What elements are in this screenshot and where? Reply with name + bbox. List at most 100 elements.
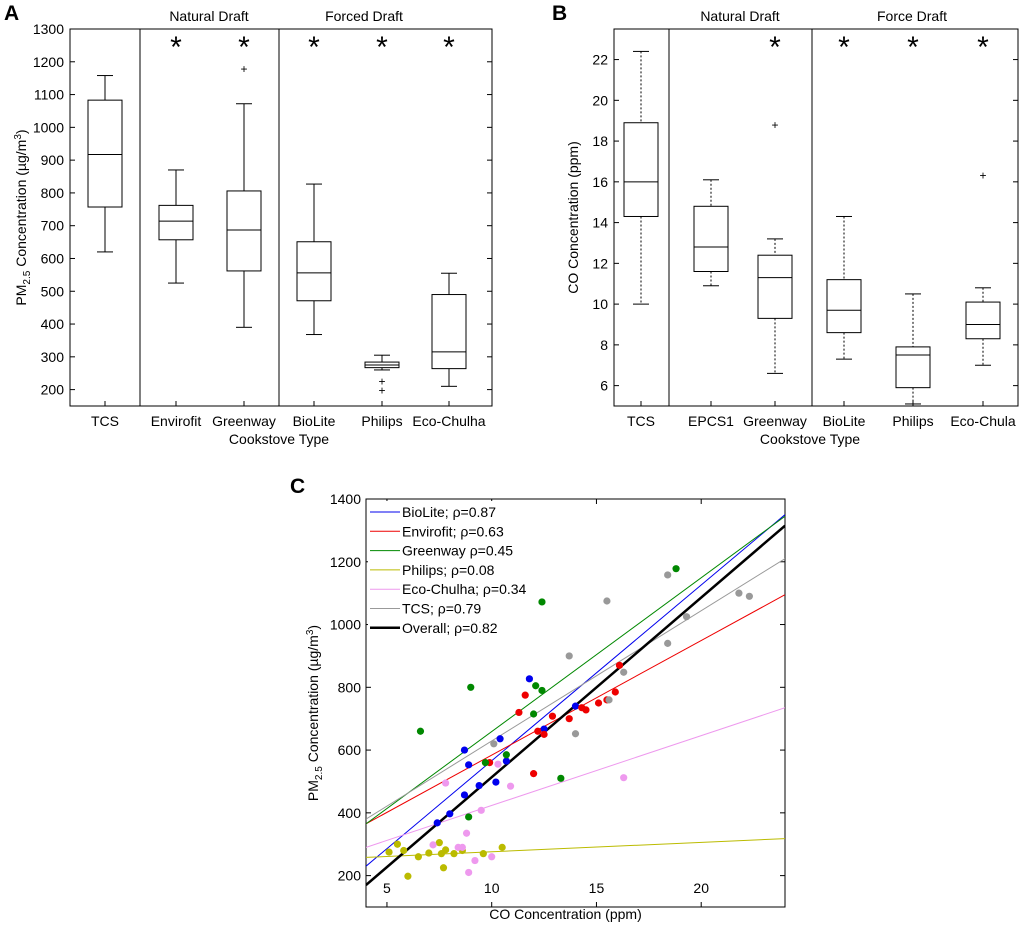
legend-entry: Overall; ρ=0.82 (402, 620, 498, 636)
outlier-marker: + (979, 169, 986, 183)
data-point-biolite (492, 778, 500, 786)
data-point-biolite (475, 781, 483, 790)
data-point-eco-chulha (429, 841, 437, 849)
data-point-tcs (664, 571, 672, 579)
iqr-box (87, 99, 123, 208)
data-point-greenway (672, 565, 680, 573)
x-tick-label: 5 (383, 880, 391, 896)
y-tick-label: 18 (592, 133, 608, 149)
data-point-tcs (490, 740, 498, 748)
y-axis-label: PM2.5 Concentration (µg/m3) (13, 129, 33, 305)
panel-label-c: C (290, 475, 305, 498)
data-point-envirofit (611, 688, 619, 696)
panel-c-scatter-pm25-vs-co: 5 10 15 20 200 400 600 800 1000 1200 1400 CO Concen… (305, 491, 786, 922)
legend-entry: Eco-Chulha; ρ=0.34 (402, 581, 527, 597)
data-point-eco-chulha (465, 868, 473, 877)
x-tick-label: 15 (589, 880, 605, 896)
plot-frame (69, 28, 493, 407)
data-point-greenway (481, 759, 490, 767)
data-point-philips (400, 846, 408, 855)
y-tick-label: 20 (592, 92, 608, 108)
y-tick-label: 300 (41, 349, 65, 365)
y-tick-label: 10 (592, 296, 608, 312)
data-point-tcs (565, 652, 573, 660)
data-point-greenway (532, 682, 540, 690)
plot-frame (365, 498, 786, 908)
y-tick-label: 800 (41, 185, 65, 201)
iqr-box (826, 279, 862, 334)
x-tick-label: 20 (693, 880, 709, 896)
data-point-envirofit (515, 708, 523, 717)
data-point-philips (439, 864, 448, 872)
data-point-tcs (603, 597, 611, 605)
data-point-greenway (502, 751, 510, 759)
data-point-envirofit (565, 715, 573, 723)
data-point-biolite (446, 810, 454, 818)
group-label: Natural Draft (169, 8, 248, 24)
y-axis-label: CO Concentration (ppm) (565, 141, 581, 294)
y-tick-label: 800 (338, 679, 362, 695)
x-tick-label: TCS (91, 413, 119, 429)
group-label: Forced Draft (325, 8, 403, 24)
y-tick-label: 1200 (33, 54, 64, 70)
y-tick-label: 8 (600, 337, 608, 353)
x-axis-label: Cookstove Type (760, 431, 860, 447)
data-point-biolite (496, 735, 504, 743)
data-point-tcs (571, 730, 580, 738)
significance-star: * (838, 31, 850, 64)
y-tick-label: 500 (41, 283, 65, 299)
data-point-envirofit (521, 691, 529, 699)
data-point-greenway (557, 774, 565, 782)
iqr-box (431, 294, 467, 370)
iqr-box (965, 301, 1001, 340)
significance-star: * (376, 31, 388, 64)
x-tick-label: 10 (484, 880, 500, 896)
data-point-envirofit (530, 770, 538, 778)
x-tick-label: Envirofit (151, 413, 202, 429)
significance-star: * (443, 31, 455, 64)
y-tick-label: 1300 (33, 21, 64, 37)
y-tick-label: 700 (41, 218, 65, 234)
iqr-box (158, 204, 194, 241)
panel-b-boxplot-co: 6 8 10 12 14 16 18 20 22 CO Concentration (ppm) Na… (565, 8, 1019, 447)
fit-line-greenway (366, 515, 785, 825)
y-tick-label: 600 (41, 250, 65, 266)
data-point-greenway (538, 686, 546, 695)
significance-star: * (769, 31, 781, 64)
significance-star: * (977, 31, 989, 64)
x-tick-label: Greenway (743, 413, 807, 429)
x-tick-label: Philips (361, 413, 402, 429)
data-point-tcs (664, 639, 672, 647)
data-point-philips (385, 848, 393, 856)
legend-entry: BioLite; ρ=0.87 (402, 504, 496, 520)
outlier-marker: + (378, 383, 385, 397)
data-point-biolite (525, 675, 534, 683)
data-point-eco-chulha (462, 829, 471, 837)
x-tick-label: BioLite (823, 413, 866, 429)
data-point-tcs (682, 613, 691, 621)
x-tick-label: Eco-Chulha (412, 413, 485, 429)
data-point-philips (450, 850, 458, 858)
legend-entry: TCS; ρ=0.79 (402, 601, 481, 617)
data-point-philips (435, 839, 443, 847)
iqr-box (296, 241, 332, 302)
group-label: Force Draft (877, 8, 947, 24)
data-point-philips (414, 853, 422, 861)
data-point-tcs (605, 696, 613, 704)
x-axis-label: Cookstove Type (229, 431, 329, 447)
y-tick-label: 400 (338, 805, 362, 821)
panel-label-b: B (552, 2, 567, 25)
x-tick-label: EPCS1 (688, 413, 734, 429)
y-tick-label: 22 (592, 52, 608, 68)
x-tick-label: TCS (627, 413, 655, 429)
data-point-envirofit (582, 706, 590, 714)
data-point-philips (425, 849, 433, 857)
significance-star: * (907, 31, 919, 64)
significance-star: * (308, 31, 320, 64)
data-point-greenway (538, 598, 546, 606)
data-point-greenway (530, 710, 538, 718)
data-point-eco-chulha (620, 774, 628, 782)
fit-line-biolite (366, 514, 785, 867)
significance-star: * (238, 31, 250, 64)
